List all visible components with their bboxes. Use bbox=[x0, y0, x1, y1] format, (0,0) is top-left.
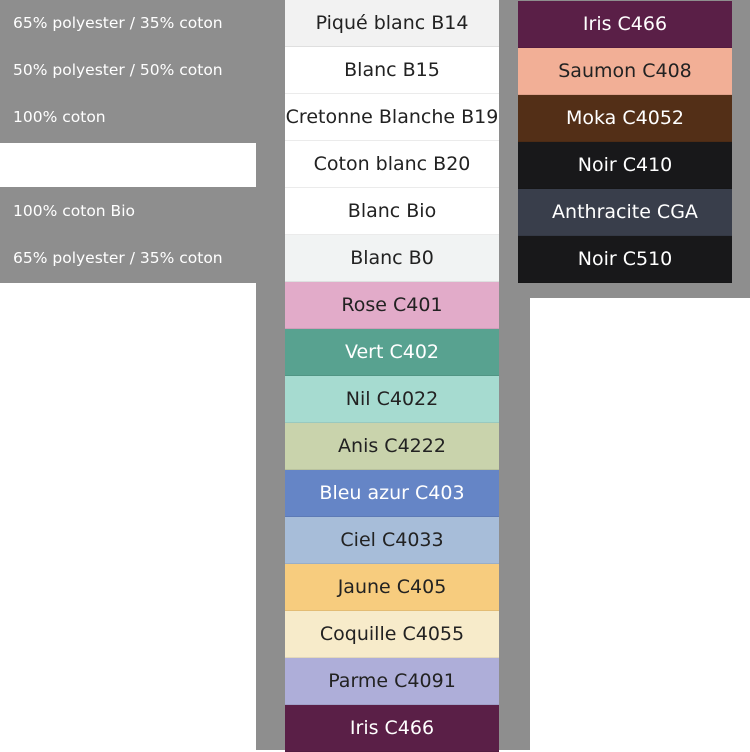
composition-label: 65% polyester / 35% coton bbox=[13, 14, 223, 32]
swatch-label: Parme C4091 bbox=[328, 670, 456, 692]
swatch-label: Iris C466 bbox=[582, 13, 668, 35]
swatch-label: Nil C4022 bbox=[345, 388, 439, 410]
color-swatch[interactable]: Bleu azur C403 bbox=[285, 470, 499, 517]
fabric-composition-column bbox=[0, 0, 256, 283]
color-swatch[interactable]: Anthracite CGA bbox=[518, 189, 732, 236]
swatch-label: Jaune C405 bbox=[337, 576, 447, 598]
swatch-label: Ciel C4033 bbox=[340, 529, 444, 551]
swatch-label: Anthracite CGA bbox=[552, 201, 698, 223]
composition-label: 100% coton Bio bbox=[13, 202, 135, 220]
swatch-label: Anis C4222 bbox=[338, 435, 446, 457]
composition-label: 65% polyester / 35% coton bbox=[13, 249, 223, 267]
swatch-label: Blanc B0 bbox=[350, 247, 434, 269]
color-swatch[interactable]: Jaune C405 bbox=[285, 564, 499, 611]
spacer bbox=[0, 143, 256, 187]
color-swatch[interactable]: Piqué blanc B14 bbox=[285, 0, 499, 47]
swatch-label: Bleu azur C403 bbox=[319, 482, 465, 504]
color-swatch[interactable]: Iris C466 bbox=[285, 705, 499, 752]
color-swatch[interactable]: Noir C510 bbox=[518, 236, 732, 283]
color-swatch[interactable]: Coton blanc B20 bbox=[285, 141, 499, 188]
color-swatch[interactable]: Cretonne Blanche B19 bbox=[285, 94, 499, 141]
swatch-label: Blanc B15 bbox=[344, 59, 440, 81]
composition-label: 50% polyester / 50% coton bbox=[13, 61, 223, 79]
color-swatch[interactable]: Parme C4091 bbox=[285, 658, 499, 705]
swatch-label: Coquille C4055 bbox=[319, 623, 465, 645]
color-swatch[interactable]: Moka C4052 bbox=[518, 95, 732, 142]
swatch-label: Rose C401 bbox=[341, 294, 443, 316]
swatch-label: Blanc Bio bbox=[347, 200, 437, 222]
swatch-label: Noir C510 bbox=[577, 248, 673, 270]
color-swatch[interactable]: Rose C401 bbox=[285, 282, 499, 329]
color-swatch[interactable]: Blanc Bio bbox=[285, 188, 499, 235]
swatch-label: Piqué blanc B14 bbox=[315, 12, 469, 34]
swatch-label: Moka C4052 bbox=[566, 107, 684, 129]
color-swatch[interactable]: Saumon C408 bbox=[518, 48, 732, 95]
color-swatch[interactable]: Vert C402 bbox=[285, 329, 499, 376]
swatch-label: Iris C466 bbox=[349, 717, 435, 739]
swatch-label: Vert C402 bbox=[344, 341, 440, 363]
color-swatch[interactable]: Ciel C4033 bbox=[285, 517, 499, 564]
color-swatch[interactable]: Noir C410 bbox=[518, 142, 732, 189]
color-swatch[interactable]: Iris C466 bbox=[518, 1, 732, 48]
composition-label: 100% coton bbox=[13, 108, 106, 126]
swatch-label: Saumon C408 bbox=[558, 60, 692, 82]
swatch-label: Cretonne Blanche B19 bbox=[285, 106, 499, 128]
color-swatch[interactable]: Nil C4022 bbox=[285, 376, 499, 423]
color-swatch[interactable]: Blanc B15 bbox=[285, 47, 499, 94]
color-swatch[interactable]: Anis C4222 bbox=[285, 423, 499, 470]
swatch-label: Coton blanc B20 bbox=[313, 153, 471, 175]
color-swatch[interactable]: Blanc B0 bbox=[285, 235, 499, 282]
color-swatch[interactable]: Coquille C4055 bbox=[285, 611, 499, 658]
swatch-label: Noir C410 bbox=[577, 154, 673, 176]
